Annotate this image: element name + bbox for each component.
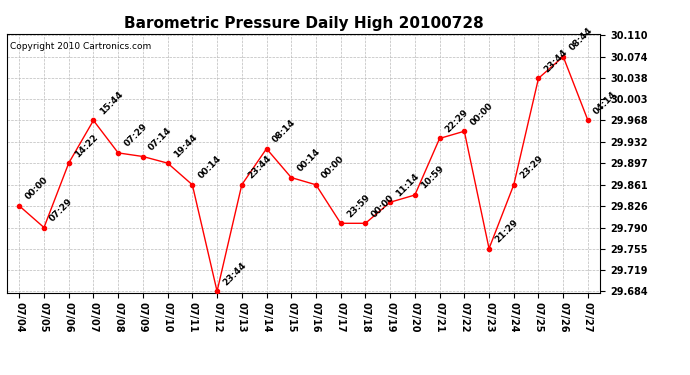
Text: 00:00: 00:00 — [23, 176, 50, 202]
Text: 23:29: 23:29 — [518, 154, 544, 181]
Text: 08:44: 08:44 — [567, 26, 594, 53]
Text: 11:14: 11:14 — [394, 171, 421, 198]
Text: 23:44: 23:44 — [542, 47, 569, 74]
Title: Barometric Pressure Daily High 20100728: Barometric Pressure Daily High 20100728 — [124, 16, 484, 31]
Text: 19:44: 19:44 — [172, 132, 199, 159]
Text: 00:00: 00:00 — [320, 154, 346, 181]
Text: 07:14: 07:14 — [147, 126, 174, 152]
Text: 00:14: 00:14 — [197, 154, 223, 181]
Text: 00:00: 00:00 — [469, 101, 495, 127]
Text: 23:44: 23:44 — [221, 260, 248, 287]
Text: 07:29: 07:29 — [48, 196, 75, 223]
Text: 08:14: 08:14 — [270, 118, 297, 144]
Text: 23:44: 23:44 — [246, 154, 273, 181]
Text: 23:59: 23:59 — [345, 192, 371, 219]
Text: 10:59: 10:59 — [419, 164, 446, 191]
Text: 14:22: 14:22 — [73, 132, 99, 159]
Text: 15:44: 15:44 — [97, 90, 124, 116]
Text: 21:29: 21:29 — [493, 218, 520, 244]
Text: 00:00: 00:00 — [370, 193, 396, 219]
Text: 07:29: 07:29 — [122, 122, 149, 149]
Text: 22:29: 22:29 — [444, 108, 471, 134]
Text: Copyright 2010 Cartronics.com: Copyright 2010 Cartronics.com — [10, 42, 151, 51]
Text: 04:14: 04:14 — [592, 90, 619, 116]
Text: 00:14: 00:14 — [295, 147, 322, 173]
